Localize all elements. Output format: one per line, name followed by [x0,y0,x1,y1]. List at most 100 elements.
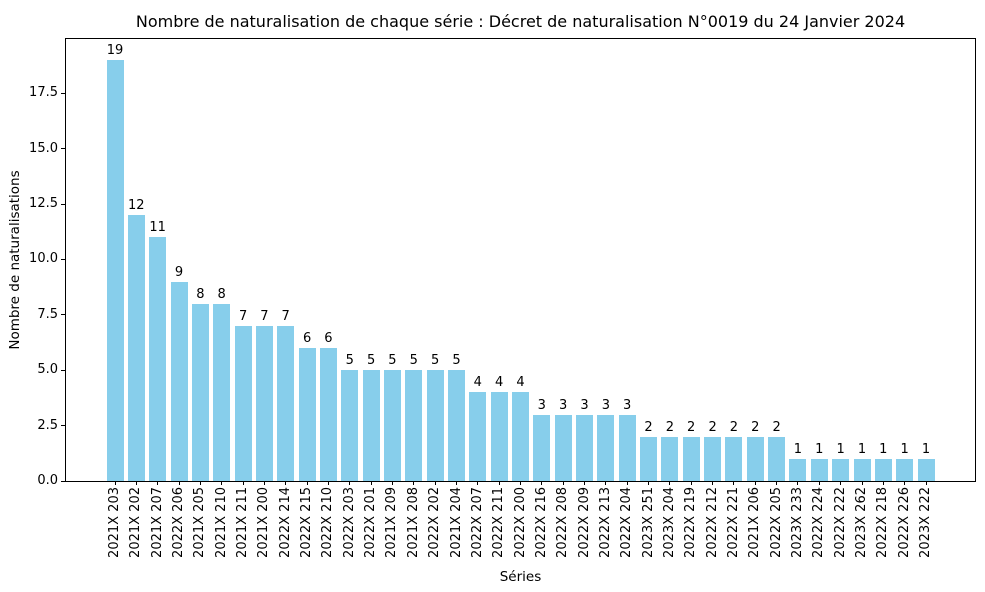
x-tick-mark [861,481,863,485]
x-tick-label: 2022X 202 [427,487,443,558]
bar [896,458,914,481]
x-tick-mark [648,481,649,485]
bar [640,436,657,481]
bar-value-label: 2 [751,419,760,435]
x-tick-mark [541,481,543,485]
y-tick-label: 2.5 [37,417,58,433]
bar-value-label: 5 [388,353,397,369]
plot-area: 19 2021X 203 12 2021X 202 11 2021X 207 9 2022X … [29,38,976,558]
x-tick-label: 2022X 200 [512,487,528,558]
x-tick-mark [669,481,671,485]
x-tick-mark [135,481,137,485]
x-tick-label: 2022X 226 [896,487,912,558]
x-tick-label: 2023X 204 [661,487,677,558]
bar-value-label: 7 [238,308,248,324]
bar-value-label: 3 [580,397,589,413]
y-tick-mark [61,92,65,94]
bar [341,370,359,481]
bar [874,458,892,481]
bar [789,458,807,481]
bar-value-label: 5 [366,353,376,369]
x-tick-label: 2022X 219 [683,487,699,558]
x-tick-label: 2021X 209 [384,487,400,558]
bar [298,348,316,481]
x-tick-label: 2022X 218 [875,487,891,558]
bar [127,215,145,481]
bar-value-label: 3 [623,397,632,413]
x-tick-label: 2021X 207 [149,487,165,558]
x-tick-label: 2021X 204 [448,487,464,558]
bar-value-label: 3 [601,397,611,413]
bar [512,392,529,481]
x-tick-mark [520,481,521,485]
bar [682,436,700,481]
y-tick-mark [61,425,65,427]
x-tick-label: 2022X 224 [811,487,827,558]
bar-value-label: 1 [815,441,824,457]
bar-value-label: 4 [516,375,525,391]
x-tick-mark [797,481,799,485]
x-tick-mark [157,481,159,485]
bar-value-label: 11 [149,220,166,236]
bar-value-label: 2 [772,419,781,435]
x-tick-mark [242,481,244,485]
x-tick-mark [712,481,714,485]
x-tick-label: 2022X 209 [576,487,592,558]
x-tick-label: 2021X 206 [747,487,763,558]
bar-value-label: 2 [644,419,653,435]
x-axis-label: Séries [499,569,542,585]
x-tick-mark [285,481,287,485]
bar-value-label: 5 [452,353,461,369]
bar [725,436,743,481]
x-tick-mark [263,481,265,485]
bar-value-label: 1 [921,441,931,457]
bar [170,281,188,481]
bar [426,370,444,481]
y-tick-mark [61,148,65,150]
bar [704,436,722,481]
bar [490,392,508,481]
x-tick-mark [370,481,372,485]
y-tick-label: 12.5 [29,196,58,212]
bar [319,348,337,481]
bar-value-label: 1 [793,441,803,457]
bar-value-label: 1 [879,441,888,457]
bar-value-label: 4 [495,375,504,391]
bar-value-label: 5 [430,353,440,369]
x-tick-mark [776,481,778,485]
bar-value-label: 8 [196,286,205,302]
bar [832,458,850,481]
x-tick-label: 2021X 200 [256,487,272,558]
bar-value-label: 2 [687,419,696,435]
bar-value-label: 2 [708,419,717,435]
x-tick-label: 2021X 211 [235,487,251,558]
x-tick-label: 2022X 211 [491,487,507,558]
x-tick-label: 2021X 205 [192,487,208,558]
x-tick-mark [114,481,116,485]
bar-value-label: 5 [409,353,418,369]
bar-value-label: 9 [174,264,184,280]
bar [191,303,209,481]
bar [213,303,231,481]
x-tick-label: 2022X 204 [619,487,635,558]
x-tick-mark [584,481,585,485]
x-tick-mark [199,481,201,485]
bar-value-label: 1 [836,441,845,457]
x-tick-mark [690,481,692,485]
bar-value-label: 8 [217,286,226,302]
x-tick-label: 2022X 201 [363,487,379,558]
bar [533,414,551,481]
bar-value-label: 1 [900,441,909,457]
y-tick-label: 17.5 [29,85,58,101]
x-tick-label: 2023X 262 [854,487,869,558]
bar-value-label: 6 [324,331,333,347]
bar [362,370,380,481]
bar [448,370,465,481]
x-tick-mark [221,481,223,485]
bar-value-label: 12 [128,198,145,214]
x-tick-label: 2021X 210 [213,487,229,558]
bar [469,392,487,481]
x-tick-label: 2022X 210 [320,487,336,558]
y-tick-label: 15.0 [29,140,58,156]
